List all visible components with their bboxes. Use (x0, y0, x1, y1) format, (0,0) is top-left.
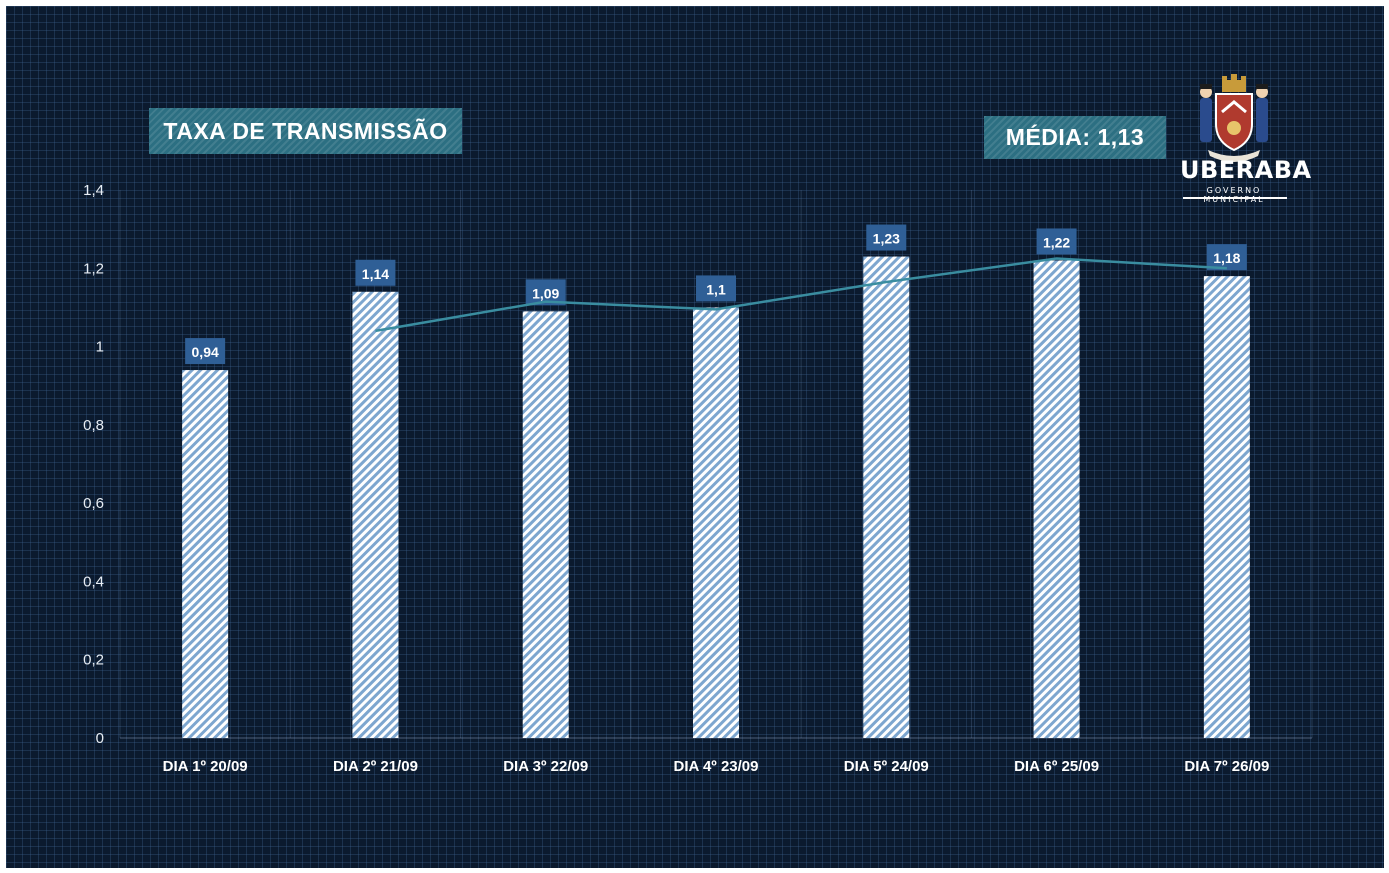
data-label: 0,94 (192, 344, 219, 360)
data-label: 1,23 (873, 231, 900, 247)
y-tick-label: 0,6 (83, 495, 104, 512)
data-label: 1,14 (362, 266, 389, 282)
y-tick-label: 0,2 (83, 652, 104, 669)
logo-subtitle: GOVERNO MUNICIPAL (1203, 186, 1265, 204)
x-tick-label: DIA 5º 24/09 (844, 758, 929, 775)
logo-name: UBERABA (1180, 156, 1312, 184)
bar (1203, 276, 1250, 738)
x-tick-label: DIA 7º 26/09 (1184, 758, 1269, 775)
y-tick-label: 0,4 (83, 573, 104, 590)
trend-line (375, 257, 1227, 333)
y-tick-label: 1,4 (83, 182, 104, 199)
bar (863, 256, 910, 738)
x-tick-label: DIA 2º 21/09 (333, 758, 418, 775)
data-label: 1,09 (532, 285, 559, 301)
plot-area: 0,94 DIA 1º 20/09 1,14 DIA 2º 21/09 1,09 DIA … (119, 190, 1313, 775)
bar (352, 291, 399, 738)
x-tick-label: DIA 6º 25/09 (1014, 758, 1099, 775)
y-tick-label: 1 (96, 339, 104, 356)
bar (1033, 260, 1080, 738)
data-label-box (355, 259, 396, 286)
logo-divider (1183, 197, 1287, 199)
y-tick-label: 0 (96, 730, 104, 747)
bar (693, 307, 739, 738)
data-label: 1,1 (706, 281, 726, 297)
data-label-box (866, 224, 907, 251)
y-tick-label: 1,2 (83, 260, 104, 277)
data-label: 1,22 (1043, 234, 1070, 250)
data-label-box (185, 338, 226, 365)
x-tick-label: DIA 3º 22/09 (503, 758, 588, 775)
data-label-box (696, 275, 736, 302)
bar (522, 311, 569, 738)
y-tick-label: 0,8 (83, 417, 104, 434)
x-tick-label: DIA 4º 23/09 (674, 758, 759, 775)
y-axis: 0 0,2 0,4 0,6 0,8 1 1,2 1,4 (83, 182, 104, 747)
bar (182, 370, 229, 738)
data-label-box (1036, 228, 1077, 255)
uberaba-coat-of-arms-icon (1200, 74, 1268, 162)
data-label: 1,18 (1213, 250, 1240, 266)
average-banner: MÉDIA: 1,13 (984, 116, 1166, 159)
x-tick-label: DIA 1º 20/09 (163, 758, 248, 775)
data-label-box (1206, 244, 1247, 271)
chart-title-banner: TAXA DE TRANSMISSÃO (149, 108, 462, 154)
